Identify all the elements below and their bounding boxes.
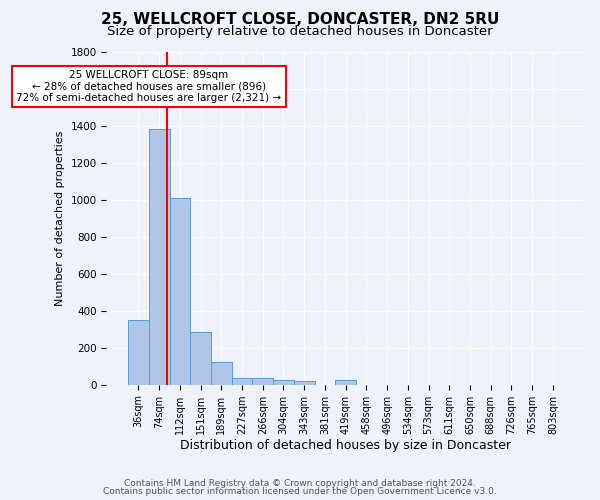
Bar <box>170 198 190 384</box>
Bar <box>335 380 356 384</box>
Bar <box>294 382 314 384</box>
Text: 25, WELLCROFT CLOSE, DONCASTER, DN2 5RU: 25, WELLCROFT CLOSE, DONCASTER, DN2 5RU <box>101 12 499 28</box>
Bar <box>190 332 211 384</box>
Bar <box>211 362 232 384</box>
Text: Contains HM Land Registry data © Crown copyright and database right 2024.: Contains HM Land Registry data © Crown c… <box>124 478 476 488</box>
Bar <box>128 320 149 384</box>
X-axis label: Distribution of detached houses by size in Doncaster: Distribution of detached houses by size … <box>180 440 511 452</box>
Y-axis label: Number of detached properties: Number of detached properties <box>55 130 65 306</box>
Text: 25 WELLCROFT CLOSE: 89sqm
← 28% of detached houses are smaller (896)
72% of semi: 25 WELLCROFT CLOSE: 89sqm ← 28% of detac… <box>16 70 281 103</box>
Text: Contains public sector information licensed under the Open Government Licence v3: Contains public sector information licen… <box>103 487 497 496</box>
Text: Size of property relative to detached houses in Doncaster: Size of property relative to detached ho… <box>107 25 493 38</box>
Bar <box>253 378 273 384</box>
Bar <box>273 380 294 384</box>
Bar <box>232 378 253 384</box>
Bar <box>149 130 170 384</box>
